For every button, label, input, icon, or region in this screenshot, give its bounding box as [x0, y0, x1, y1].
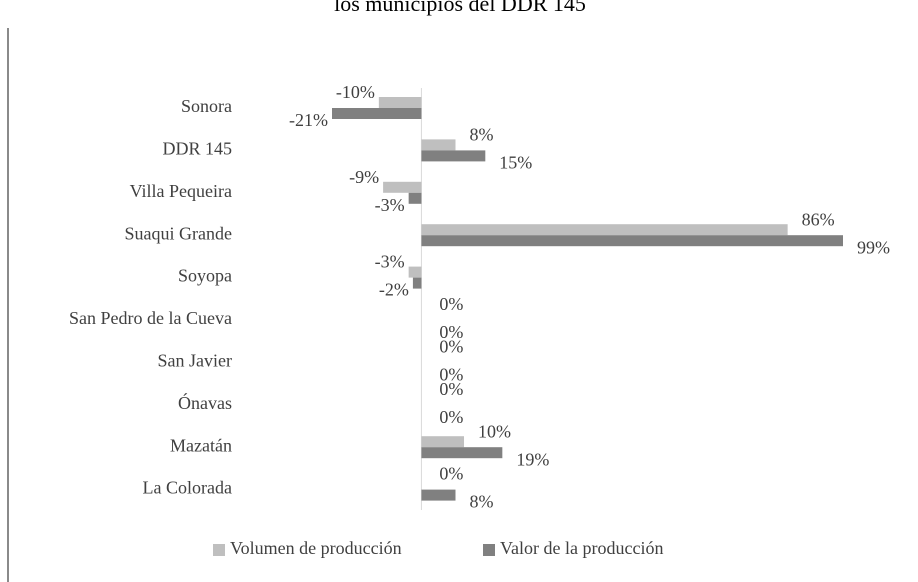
category-label: Sonora [181, 96, 232, 116]
data-label: 86% [802, 209, 835, 229]
data-label: -3% [375, 195, 405, 215]
category-label: DDR 145 [162, 139, 232, 159]
data-label: -21% [289, 110, 328, 130]
bar [421, 235, 843, 247]
data-label: 15% [499, 153, 532, 173]
category-label: San Javier [158, 351, 232, 371]
category-label: Soyopa [178, 266, 232, 286]
legend-swatch [213, 544, 225, 556]
data-label: 10% [478, 421, 511, 441]
data-label: -2% [379, 280, 409, 300]
chart-title: los municipios del DDR 145 [334, 0, 586, 16]
bar [408, 192, 422, 204]
category-label: San Pedro de la Cueva [69, 308, 232, 328]
legend-label: Volumen de producción [230, 538, 402, 558]
data-label: 0% [439, 322, 463, 342]
data-label: -10% [336, 82, 375, 102]
data-label: 0% [439, 407, 463, 427]
data-label: 0% [439, 365, 463, 385]
bar [412, 277, 422, 289]
data-label: 8% [469, 125, 493, 145]
data-label: 99% [857, 237, 890, 257]
legend-label: Valor de la producción [500, 538, 663, 558]
category-label: Villa Pequeira [130, 181, 232, 201]
bar [421, 436, 465, 448]
bar [421, 447, 503, 459]
bar [421, 150, 486, 162]
category-label: Ónavas [178, 392, 232, 413]
category-label: La Colorada [143, 478, 232, 498]
data-label: -3% [375, 252, 405, 272]
bar [378, 97, 422, 108]
bar [383, 181, 422, 193]
category-label: Suaqui Grande [125, 223, 232, 243]
legend-swatch [483, 544, 495, 556]
data-label: 0% [439, 337, 463, 357]
bar [421, 224, 788, 236]
data-label: 0% [439, 294, 463, 314]
bar [332, 108, 422, 119]
data-label: -9% [349, 167, 379, 187]
data-label: 0% [439, 464, 463, 484]
bar [421, 139, 456, 151]
bar [421, 489, 456, 501]
data-label: 8% [469, 492, 493, 512]
data-label: 0% [439, 379, 463, 399]
bar [408, 266, 422, 278]
category-label: Mazatán [170, 435, 232, 455]
data-label: 19% [516, 449, 549, 469]
